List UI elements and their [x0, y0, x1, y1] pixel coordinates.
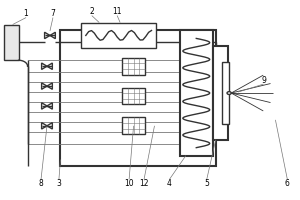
Text: 4: 4	[167, 179, 172, 188]
Polygon shape	[45, 32, 50, 39]
Circle shape	[227, 92, 231, 94]
Text: 6: 6	[285, 179, 290, 188]
Bar	[222, 62, 229, 124]
Bar	[213, 46, 228, 140]
Polygon shape	[47, 83, 52, 89]
Polygon shape	[47, 63, 52, 69]
Bar	[60, 30, 216, 166]
Text: 5: 5	[204, 179, 209, 188]
Text: 8: 8	[39, 179, 44, 188]
Text: 9: 9	[261, 76, 266, 85]
Polygon shape	[50, 32, 55, 39]
Bar	[122, 88, 145, 104]
Bar	[81, 23, 156, 48]
Text: 3: 3	[56, 179, 61, 188]
Polygon shape	[42, 103, 47, 109]
Polygon shape	[42, 63, 47, 69]
Polygon shape	[47, 123, 52, 129]
Text: 7: 7	[50, 9, 56, 18]
Text: 1: 1	[24, 9, 28, 18]
Bar	[122, 58, 145, 75]
Text: 2: 2	[89, 7, 94, 16]
Text: 12: 12	[139, 179, 149, 188]
Polygon shape	[42, 123, 47, 129]
Bar	[4, 25, 19, 60]
Text: 10: 10	[124, 179, 134, 188]
Polygon shape	[42, 83, 47, 89]
Polygon shape	[47, 103, 52, 109]
Bar	[180, 30, 213, 156]
Bar	[122, 117, 145, 134]
Text: 11: 11	[112, 7, 122, 16]
